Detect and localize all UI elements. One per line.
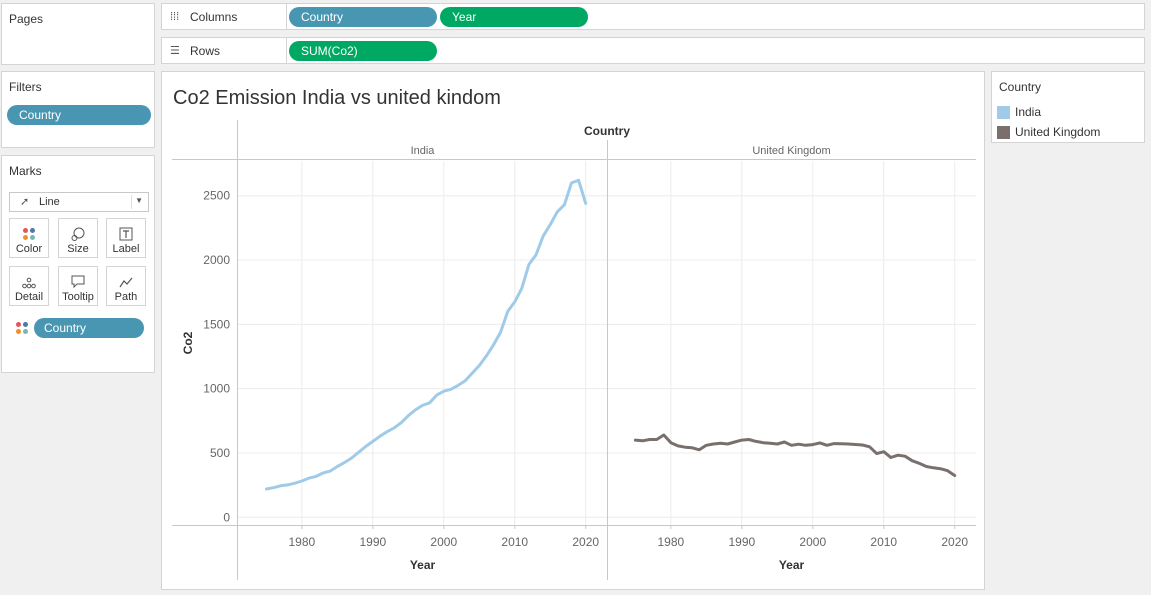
legend-swatch-india <box>997 105 1010 119</box>
legend-label-united-kingdom: United Kingdom <box>1015 125 1101 139</box>
x-tick-label: 2000 <box>799 535 826 549</box>
mark-type-value: Line <box>39 196 60 208</box>
filters-title: Filters <box>9 80 42 94</box>
co2-line-chart: Country India United Kingdom 0 500 1000 1500 20… <box>172 120 976 580</box>
y-tick-label: 1000 <box>203 382 230 396</box>
marks-title: Marks <box>9 164 42 178</box>
line-mark-icon: ➚ <box>20 196 30 208</box>
tooltip-label: Tooltip <box>62 291 94 303</box>
color-dots-icon <box>10 219 48 241</box>
x-tick-label: 2020 <box>572 535 599 549</box>
series-line-india <box>264 178 588 491</box>
label-button[interactable]: Label <box>106 218 146 258</box>
color-button[interactable]: Color <box>9 218 49 258</box>
tooltip-bubble-icon <box>59 267 97 289</box>
worksheet-title: Co2 Emission India vs united kindom <box>173 87 501 109</box>
detail-dots-icon <box>10 267 48 289</box>
color-label: Color <box>15 243 43 255</box>
marks-pill-country[interactable]: Country <box>34 318 144 338</box>
path-button[interactable]: Path <box>106 266 146 306</box>
path-icon <box>107 267 145 289</box>
legend-title: Country <box>999 80 1042 94</box>
rows-shelf-label: ☰ Rows <box>170 38 220 63</box>
chevron-down-icon: ▼ <box>135 196 143 205</box>
y-axis-label: Co2 <box>181 331 195 354</box>
columns-pill-year[interactable]: Year <box>440 7 588 27</box>
pages-title: Pages <box>9 12 44 26</box>
y-tick-label: 2500 <box>203 189 230 203</box>
rows-icon: ☰ <box>170 45 180 57</box>
rows-shelf-divider <box>286 38 287 63</box>
column-header-title: Country <box>584 124 630 138</box>
size-button[interactable]: Size <box>58 218 98 258</box>
columns-label: Columns <box>190 9 238 24</box>
y-tick-label: 1500 <box>203 317 230 331</box>
label-label: Label <box>112 243 140 255</box>
text-label-icon <box>107 219 145 241</box>
legend-item-india[interactable]: India <box>997 104 1041 120</box>
legend-item-united-kingdom[interactable]: United Kingdom <box>997 124 1100 140</box>
columns-pill-country[interactable]: Country <box>289 7 437 27</box>
filters-card[interactable]: Filters Country <box>1 71 155 148</box>
columns-shelf-divider <box>286 4 287 29</box>
tooltip-button[interactable]: Tooltip <box>58 266 98 306</box>
columns-shelf-label: ⁞⁞⁞ Columns <box>170 4 237 29</box>
columns-shelf[interactable]: ⁞⁞⁞ Columns Country Year <box>161 3 1145 30</box>
size-icon <box>59 219 97 241</box>
rows-pill-sum-co2[interactable]: SUM(Co2) <box>289 41 437 61</box>
worksheet-view: Co2 Emission India vs united kindom Coun… <box>161 71 985 590</box>
legend-card: Country India United Kingdom <box>991 71 1145 143</box>
x-axis-label: Year <box>779 558 805 572</box>
legend-swatch-united-kingdom <box>997 125 1010 139</box>
mark-type-dropdown[interactable]: ➚ Line ▼ <box>9 192 149 212</box>
columns-icon: ⁞⁞⁞ <box>170 10 180 23</box>
y-tick-label: 0 <box>223 510 230 524</box>
x-axis-label: Year <box>410 558 436 572</box>
size-label: Size <box>67 243 89 255</box>
pane-header-0: India <box>411 145 436 157</box>
detail-label: Detail <box>14 291 44 303</box>
rows-shelf[interactable]: ☰ Rows SUM(Co2) <box>161 37 1145 64</box>
x-tick-label: 1990 <box>728 535 755 549</box>
x-tick-label: 2010 <box>870 535 897 549</box>
y-tick-label: 500 <box>210 446 230 460</box>
x-tick-label: 1990 <box>359 535 386 549</box>
dropdown-separator <box>131 195 132 209</box>
filter-pill-country[interactable]: Country <box>7 105 151 125</box>
x-tick-label: 2000 <box>430 535 457 549</box>
series-line-united-kingdom <box>633 433 957 477</box>
x-tick-label: 2010 <box>501 535 528 549</box>
marks-card: Marks ➚ Line ▼ Color Size Label Detail T… <box>1 155 155 373</box>
x-tick-label: 2020 <box>941 535 968 549</box>
x-tick-label: 1980 <box>289 535 316 549</box>
path-label: Path <box>114 291 138 303</box>
detail-button[interactable]: Detail <box>9 266 49 306</box>
pane-header-1: United Kingdom <box>752 145 830 157</box>
pages-card[interactable]: Pages <box>1 3 155 65</box>
y-tick-label: 2000 <box>203 253 230 267</box>
rows-label: Rows <box>190 43 221 58</box>
color-field-icon <box>15 321 29 340</box>
x-tick-label: 1980 <box>658 535 685 549</box>
legend-label-india: India <box>1015 105 1042 119</box>
